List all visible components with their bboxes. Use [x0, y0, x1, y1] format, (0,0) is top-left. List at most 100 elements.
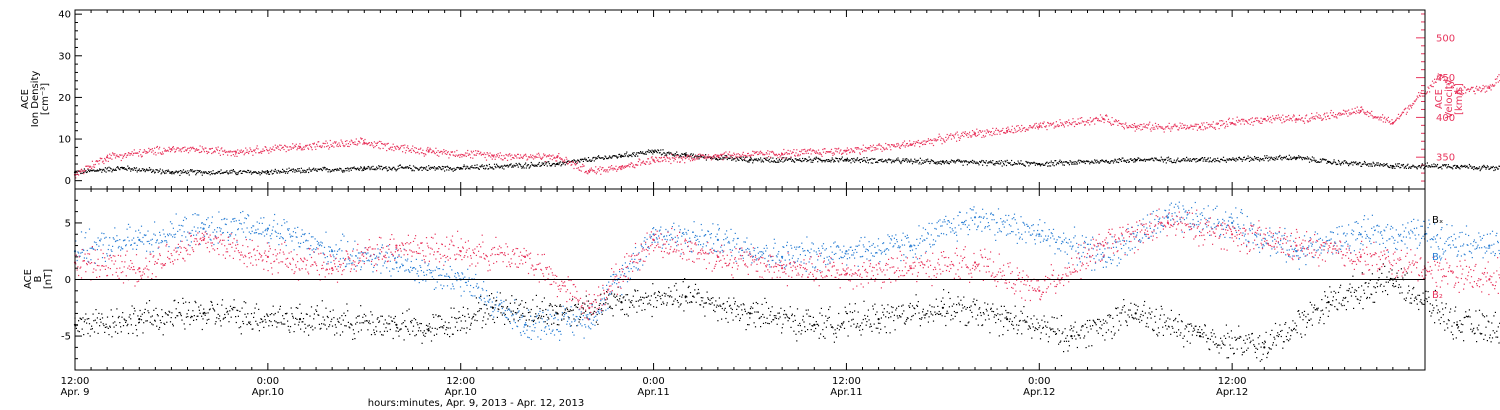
- solar-wind-velocity-sample: [202, 148, 204, 150]
- ion-density-sample: [1371, 165, 1373, 167]
- solar-wind-velocity-sample: [1156, 126, 1158, 128]
- ion-density-sample: [1270, 156, 1272, 158]
- solar-wind-velocity-sample: [939, 135, 941, 137]
- ion-density-sample: [1498, 165, 1500, 167]
- solar-wind-velocity-sample: [1332, 112, 1334, 114]
- solar-wind-velocity-sample: [913, 141, 915, 143]
- solar-wind-velocity-sample: [497, 153, 499, 155]
- ion-density-sample: [278, 170, 280, 172]
- solar-wind-velocity-sample: [935, 140, 937, 142]
- ion-density-sample: [504, 164, 506, 166]
- solar-wind-velocity-sample: [854, 147, 856, 149]
- ion-density-sample: [681, 153, 683, 155]
- ion-density-sample: [309, 169, 311, 171]
- ion-density-sample: [1224, 159, 1226, 161]
- solar-wind-velocity-sample: [1274, 117, 1277, 119]
- ion-density-sample: [295, 170, 297, 172]
- ion-density-sample: [730, 155, 732, 157]
- solar-wind-velocity-sample: [642, 160, 644, 162]
- ion-density-sample: [473, 167, 475, 169]
- ion-density-sample: [89, 169, 91, 171]
- solar-wind-velocity-sample: [315, 148, 317, 150]
- ion-density-sample: [591, 159, 593, 161]
- solar-wind-velocity-sample: [413, 150, 415, 152]
- solar-wind-velocity-sample: [506, 154, 508, 156]
- solar-wind-velocity-sample: [628, 163, 630, 165]
- solar-wind-velocity-sample: [722, 159, 724, 161]
- ion-density-sample: [227, 172, 229, 174]
- solar-wind-velocity-sample: [1044, 126, 1046, 128]
- solar-wind-velocity-sample: [564, 159, 566, 161]
- solar-wind-velocity-sample: [265, 146, 267, 148]
- solar-wind-velocity-sample: [1190, 124, 1192, 126]
- solar-wind-velocity-sample: [1094, 117, 1097, 120]
- solar-wind-velocity-sample: [1282, 114, 1284, 116]
- ion-density-sample: [1000, 162, 1002, 164]
- ion-density-sample: [362, 168, 364, 170]
- solar-wind-velocity-sample: [917, 139, 919, 142]
- solar-wind-velocity-sample: [215, 147, 217, 149]
- solar-wind-velocity-sample: [542, 156, 544, 158]
- ion-density-sample: [510, 163, 512, 165]
- solar-wind-velocity-sample: [1301, 117, 1303, 119]
- solar-wind-velocity-sample: [352, 142, 354, 144]
- solar-wind-velocity-sample: [1353, 111, 1355, 113]
- ion-density-sample: [398, 167, 400, 169]
- ion-density-sample: [156, 169, 158, 171]
- ion-density-sample: [480, 165, 482, 167]
- solar-wind-velocity-sample: [1026, 128, 1028, 130]
- ion-density-sample: [1392, 167, 1394, 169]
- solar-wind-velocity-sample: [618, 166, 620, 168]
- ion-density-sample: [554, 165, 556, 167]
- solar-wind-velocity-sample: [673, 157, 676, 159]
- solar-wind-velocity-sample: [279, 144, 281, 146]
- solar-wind-velocity-sample: [1342, 113, 1344, 115]
- ion-density-sample: [399, 164, 401, 166]
- solar-wind-velocity-sample: [405, 149, 407, 152]
- solar-wind-velocity-sample: [1382, 121, 1384, 123]
- solar-wind-velocity-sample: [919, 146, 921, 148]
- ion-density-sample: [762, 160, 764, 162]
- ion-density-sample: [218, 171, 220, 173]
- ion-density-sample: [180, 172, 182, 174]
- solar-wind-velocity-sample: [1263, 118, 1265, 121]
- solar-wind-velocity-sample: [423, 155, 425, 157]
- ion-density-sample: [1182, 158, 1184, 160]
- ion-density-sample: [511, 165, 514, 167]
- solar-wind-velocity-sample: [833, 152, 835, 154]
- solar-wind-velocity-sample: [316, 143, 318, 145]
- solar-wind-velocity-sample: [475, 150, 477, 152]
- solar-wind-velocity-sample: [399, 147, 401, 149]
- solar-wind-velocity-sample: [475, 154, 477, 156]
- solar-wind-velocity-sample: [130, 153, 132, 155]
- solar-wind-velocity-sample: [245, 151, 247, 153]
- ion-density-sample: [1139, 160, 1141, 162]
- solar-wind-velocity-sample: [644, 163, 646, 165]
- solar-wind-velocity-sample: [514, 154, 516, 156]
- ion-density-sample: [1103, 160, 1105, 163]
- solar-wind-velocity-sample: [517, 153, 519, 155]
- ion-density-sample: [436, 168, 438, 170]
- ion-density-sample: [477, 167, 479, 169]
- ion-density-sample: [1359, 162, 1361, 164]
- solar-wind-velocity-sample: [1412, 102, 1414, 105]
- ion-density-sample: [965, 160, 967, 162]
- ion-density-sample: [1316, 161, 1318, 163]
- ion-density-sample: [1285, 155, 1287, 157]
- solar-wind-velocity-sample: [106, 154, 109, 156]
- ion-density-sample: [1255, 158, 1257, 160]
- ion-density-sample: [350, 169, 352, 171]
- ion-density-sample: [1047, 162, 1049, 164]
- solar-wind-velocity-sample: [1310, 117, 1312, 119]
- ion-density-sample: [343, 171, 345, 173]
- solar-wind-velocity-sample: [293, 146, 295, 148]
- solar-wind-velocity-sample: [361, 138, 363, 140]
- ion-density-sample: [462, 166, 464, 168]
- solar-wind-velocity-sample: [1146, 123, 1148, 126]
- ion-density-sample: [1002, 161, 1004, 163]
- ion-density-sample: [1472, 166, 1474, 168]
- solar-wind-velocity-sample: [1128, 125, 1130, 127]
- solar-wind-velocity-sample: [1273, 118, 1275, 120]
- ion-density-sample: [493, 163, 496, 165]
- ion-density-sample: [671, 154, 673, 156]
